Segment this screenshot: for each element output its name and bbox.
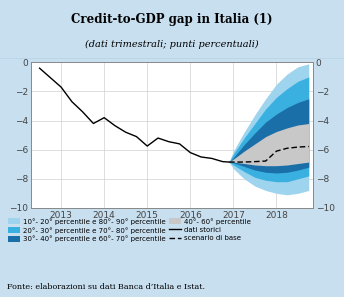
Text: Fonte: elaborazioni su dati Banca d’Italia e Istat.: Fonte: elaborazioni su dati Banca d’Ital… [7, 283, 205, 290]
Text: Credit-to-GDP gap in Italia (1): Credit-to-GDP gap in Italia (1) [71, 12, 273, 26]
Legend: 10°- 20° percentile e 80°- 90° percentile, 20°- 30° percentile e 70°- 80° percen: 10°- 20° percentile e 80°- 90° percentil… [7, 217, 252, 243]
Text: (dati trimestrali; punti percentuali): (dati trimestrali; punti percentuali) [85, 40, 259, 49]
